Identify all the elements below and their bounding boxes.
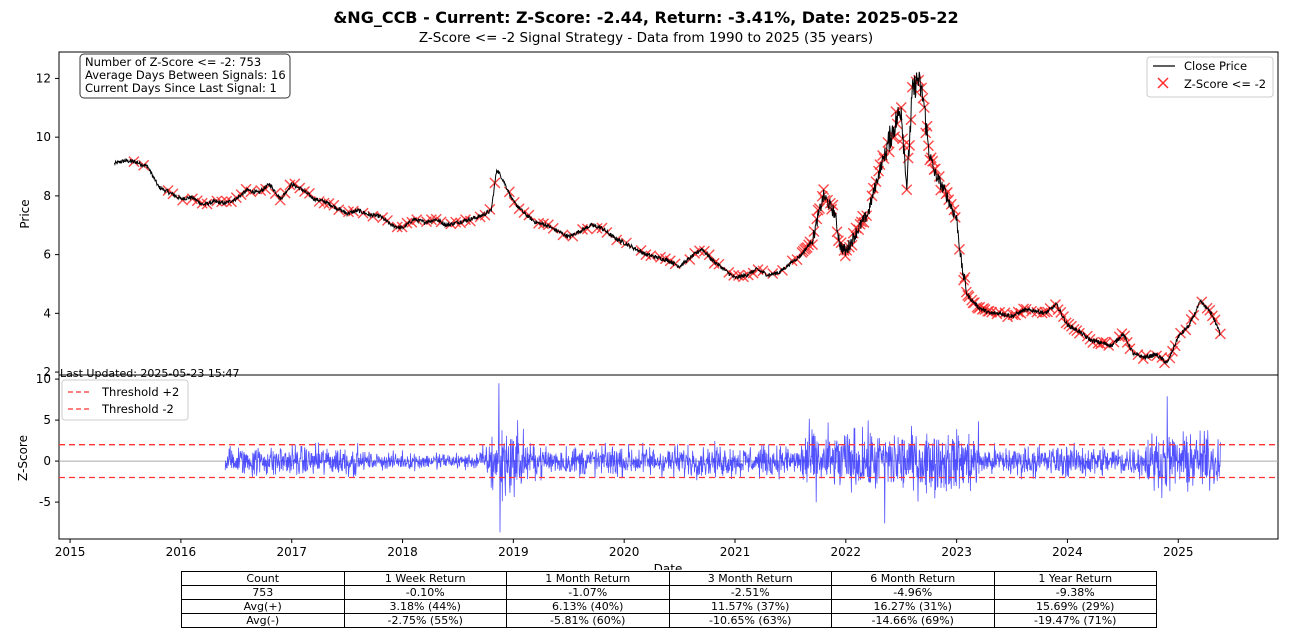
x-tick-label: 2021 [720, 545, 751, 559]
x-tick-label: 2018 [387, 545, 418, 559]
table-cell: -9.38% [993, 585, 1157, 600]
table-header-cell: 1 Week Return [343, 571, 507, 586]
price-y-label: Price [18, 199, 32, 228]
table-header-cell: 1 Month Return [506, 571, 670, 586]
info-signal-count: Number of Z-Score <= -2: 753 [85, 55, 261, 69]
price-y-ticks: 2 4 6 8 10 12 [36, 71, 59, 379]
legend-close-price-label: Close Price [1184, 59, 1247, 73]
table-cell: -2.51% [668, 585, 832, 600]
table-cell: -0.10% [343, 585, 507, 600]
x-tick-label: 2025 [1163, 545, 1194, 559]
table-header-cell: Count [181, 571, 345, 586]
table-cell: 15.69% (29%) [993, 599, 1157, 614]
table-cell: 11.57% (37%) [668, 599, 832, 614]
x-axis-ticks: 2015 2016 2017 2018 2019 2020 2021 2022 2023 2024… [55, 539, 1194, 559]
table-cell: Avg(-) [181, 613, 345, 628]
table-row: Avg(-) -2.75% (55%) -5.81% (60%) -10.65%… [181, 613, 1157, 628]
price-y-tick-label: 6 [43, 248, 51, 262]
x-tick-label: 2016 [166, 545, 197, 559]
zscore-legend: Threshold +2 Threshold -2 [61, 379, 189, 421]
table-cell: -1.07% [506, 585, 670, 600]
price-y-tick-label: 12 [36, 71, 51, 85]
price-y-tick-label: 4 [43, 306, 51, 320]
price-y-tick-label: 2 [43, 365, 51, 379]
info-current-days: Current Days Since Last Signal: 1 [85, 81, 277, 95]
x-tick-label: 2023 [941, 545, 972, 559]
table-header-cell: 6 Month Return [831, 571, 995, 586]
table-cell: -19.47% (71%) [993, 613, 1157, 628]
legend-signal-label: Z-Score <= -2 [1184, 77, 1266, 91]
table-cell: -5.81% (60%) [506, 613, 670, 628]
legend-threshold-minus-label: Threshold -2 [101, 402, 174, 416]
x-axis-label: Date [654, 562, 683, 570]
x-tick-label: 2015 [55, 545, 86, 559]
table-row: Avg(+) 3.18% (44%) 6.13% (40%) 11.57% (3… [181, 599, 1157, 614]
table-cell: -14.66% (69%) [831, 613, 995, 628]
signal-markers [128, 74, 1226, 369]
table-header-cell: 3 Month Return [668, 571, 832, 586]
zscore-y-tick-label: 10 [36, 372, 51, 386]
zscore-plot-frame [58, 374, 1279, 540]
price-y-tick-label: 8 [43, 189, 51, 203]
table-header-row: Count 1 Week Return 1 Month Return 3 Mon… [181, 571, 1157, 586]
price-plot-frame [58, 51, 1279, 376]
zscore-panel: -5 0 5 10 Z-Score Threshold +2 Threshold -2… [16, 372, 1279, 570]
chart-subtitle: Z-Score <= -2 Signal Strategy - Data fro… [418, 30, 874, 46]
x-tick-label: 2019 [498, 545, 529, 559]
x-tick-label: 2020 [609, 545, 640, 559]
zscore-y-ticks: -5 0 5 10 [36, 372, 59, 509]
returns-table: Count 1 Week Return 1 Month Return 3 Mon… [181, 571, 1157, 628]
table-cell: Avg(+) [181, 599, 345, 614]
zscore-y-tick-label: 0 [43, 454, 51, 468]
price-panel: 2 4 6 8 10 12 Price Number of Z-Score <= -2: … [18, 51, 1279, 379]
info-box: Number of Z-Score <= -2: 753 Average Day… [79, 53, 291, 99]
chart-canvas: 2 4 6 8 10 12 Price Number of Z-Score <= -2: … [16, 51, 1279, 570]
table-header-cell: 1 Year Return [993, 571, 1157, 586]
chart-title: &NG_CCB - Current: Z-Score: -2.44, Retur… [333, 8, 959, 27]
x-tick-label: 2024 [1052, 545, 1083, 559]
table-cell: 6.13% (40%) [506, 599, 670, 614]
table-cell: -10.65% (63%) [668, 613, 832, 628]
x-tick-label: 2022 [831, 545, 862, 559]
table-cell: 753 [181, 585, 345, 600]
table-cell: -2.75% (55%) [343, 613, 507, 628]
table-cell: 16.27% (31%) [831, 599, 995, 614]
zscore-y-tick-label: 5 [43, 413, 51, 427]
table-cell: 3.18% (44%) [343, 599, 507, 614]
close-price-line [113, 71, 1221, 365]
x-tick-label: 2017 [276, 545, 307, 559]
zscore-y-tick-label: -5 [39, 495, 51, 509]
zscore-y-label: Z-Score [16, 435, 30, 481]
table-row: 753 -0.10% -1.07% -2.51% -4.96% -9.38% [181, 585, 1157, 600]
legend-signal-marker-icon [1157, 77, 1169, 89]
info-avg-days: Average Days Between Signals: 16 [85, 68, 286, 82]
price-legend: Close Price Z-Score <= -2 [1146, 56, 1274, 98]
table-cell: -4.96% [831, 585, 995, 600]
legend-threshold-plus-label: Threshold +2 [101, 385, 179, 399]
price-y-tick-label: 10 [36, 130, 51, 144]
last-updated: Last Updated: 2025-05-23 15:47 [60, 367, 240, 380]
zscore-line [224, 383, 1221, 533]
